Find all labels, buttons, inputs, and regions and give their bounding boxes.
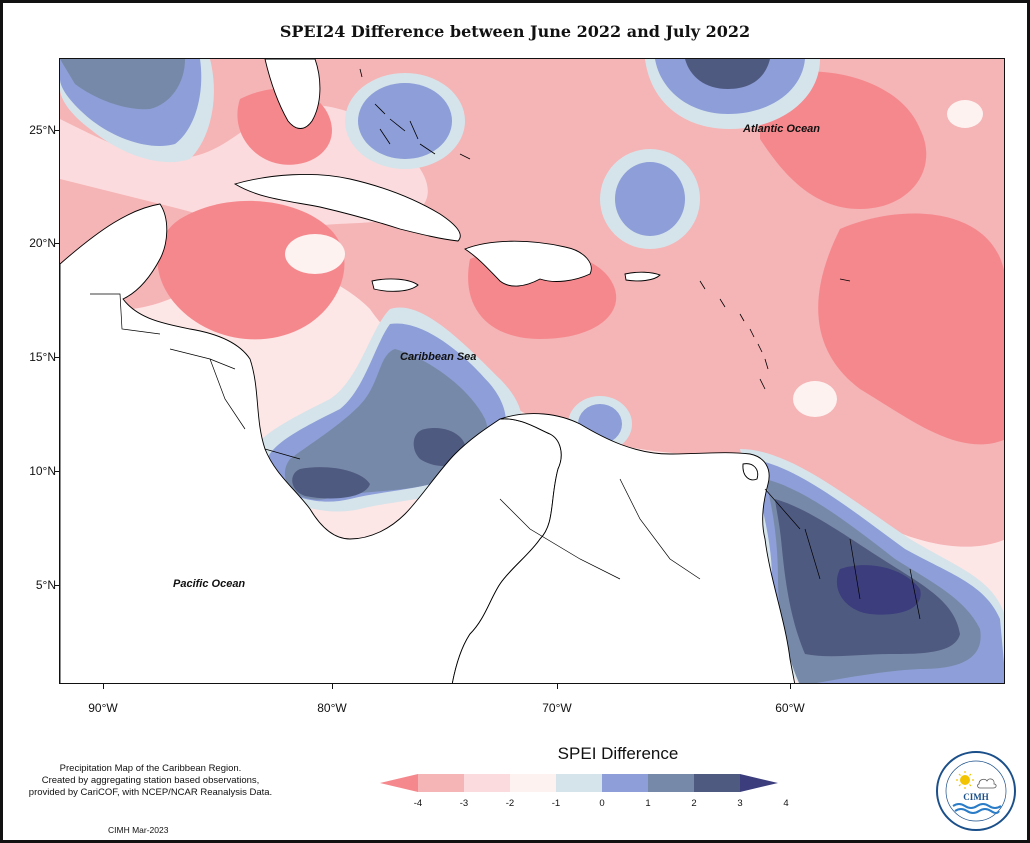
legend-segment: [648, 774, 694, 792]
field-pos-swcarib-5: [292, 467, 370, 499]
field-zero-patch-east: [793, 381, 837, 417]
island-outlines: [359, 68, 851, 390]
land-jamaica: [371, 278, 419, 292]
lat-tick: [55, 357, 60, 358]
lat-tick: [55, 130, 60, 131]
field-zero-patch-west: [285, 234, 345, 274]
legend-arrow-left: [380, 774, 418, 792]
spei-map-svg: [60, 59, 1004, 683]
field-pos-bahamas-2: [358, 83, 452, 159]
lon-label-60w: 60°W: [775, 701, 805, 715]
field-neg3-core-atlantic: [760, 71, 927, 209]
lat-label-5n: 5°N: [35, 578, 56, 592]
credits-text: Precipitation Map of the Caribbean Regio…: [8, 763, 293, 799]
legend-tick-label: -2: [505, 798, 515, 809]
lon-tick: [103, 684, 104, 689]
legend-tick-label: 0: [599, 798, 605, 809]
credits-line-2: Created by aggregating station based obs…: [41, 775, 260, 786]
map-area[interactable]: [59, 58, 1005, 684]
legend-tick-label: -4: [413, 798, 423, 809]
legend-segments: [380, 774, 778, 792]
lon-tick: [790, 684, 791, 689]
legend-tick-label: 3: [737, 798, 743, 809]
legend-colorbar: [380, 774, 778, 792]
logo-text: CIMH: [963, 792, 989, 802]
country-borders: [90, 293, 921, 620]
lon-label-90w: 90°W: [88, 701, 118, 715]
label-pacific-ocean: Pacific Ocean: [173, 578, 246, 590]
lon-label-80w: 80°W: [317, 701, 347, 715]
lon-tick: [332, 684, 333, 689]
lat-label-10n: 10°N: [29, 464, 56, 478]
legend-segment: [556, 774, 602, 792]
field-neg3-core-east: [818, 213, 1004, 445]
legend-tick-label: 1: [645, 798, 651, 809]
field-pos-nw-3: [60, 59, 185, 110]
lat-label-25n: 25°N: [29, 123, 56, 137]
lat-tick: [55, 471, 60, 472]
field-pos-guianas-5: [836, 565, 921, 615]
map-title: SPEI24 Difference between June 2022 and …: [279, 22, 751, 41]
credits-date: CIMH Mar-2023: [108, 825, 169, 835]
land-cuba: [233, 173, 461, 242]
lon-tick: [557, 684, 558, 689]
legend-segment: [602, 774, 648, 792]
land-south-america: [451, 413, 796, 683]
credits-line-1: Precipitation Map of the Caribbean Regio…: [59, 763, 242, 774]
legend-segment: [694, 774, 740, 792]
label-caribbean-sea: Caribbean Sea: [400, 351, 477, 363]
legend-tick-label: -3: [459, 798, 469, 809]
land-trinidad: [742, 463, 759, 481]
legend-segment: [418, 774, 464, 792]
field-neg3-core-central: [157, 200, 345, 340]
legend-tick-label: 4: [783, 798, 789, 809]
lat-label-20n: 20°N: [29, 236, 56, 250]
legend-arrow-right: [740, 774, 778, 792]
field-pos-midatlantic-2: [615, 162, 685, 236]
legend-tick-label: -1: [551, 798, 561, 809]
field-pos-north-3: [685, 59, 770, 89]
legend-segment: [464, 774, 510, 792]
legend-tick-label: 2: [691, 798, 697, 809]
field-zero-patch-ne: [947, 100, 983, 128]
label-atlantic-ocean: Atlantic Ocean: [743, 123, 821, 135]
land-hispaniola: [464, 240, 592, 287]
lat-label-15n: 15°N: [29, 350, 56, 364]
lat-tick: [55, 243, 60, 244]
land-florida: [264, 59, 321, 129]
lat-tick: [55, 585, 60, 586]
lon-label-70w: 70°W: [542, 701, 572, 715]
legend-segment: [510, 774, 556, 792]
legend-title: SPEI Difference: [557, 744, 679, 763]
land-masses: [60, 59, 796, 683]
cimh-logo-icon: CIMH: [936, 751, 1016, 831]
credits-line-3: provided by CariCOF, with NCEP/NCAR Rean…: [28, 787, 273, 798]
land-puerto-rico: [624, 271, 661, 282]
